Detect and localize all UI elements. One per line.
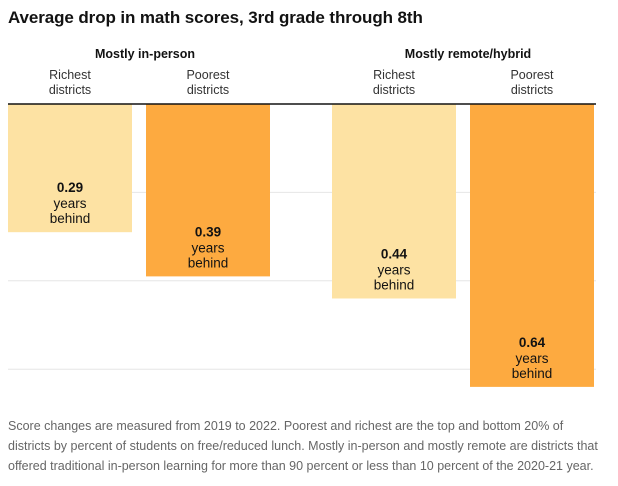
data-label-value-0-0: 0.29 [57, 180, 83, 195]
data-label-value-0-1: 0.39 [195, 224, 221, 239]
bar-0-0 [8, 104, 132, 233]
data-label-unit1-0-0: years [53, 196, 86, 211]
bar-chart: 0.29yearsbehind0.39yearsbehind0.44yearsb… [8, 103, 596, 387]
category-label-inperson-poorest: Poorest districts [186, 68, 230, 97]
bar-1-1 [470, 104, 594, 387]
category-label-remote-poorest: Poorest districts [510, 68, 554, 97]
group-label-in-person: Mostly in-person [94, 47, 195, 61]
data-label-unit2-0-1: behind [188, 255, 229, 270]
category-label-inperson-richest: Richest districts [48, 68, 92, 97]
data-label-unit1-1-1: years [515, 351, 548, 366]
data-label-unit2-1-1: behind [512, 366, 553, 381]
data-label-unit2-0-0: behind [50, 211, 91, 226]
bar-0-1 [146, 104, 270, 277]
bar-1-0 [332, 104, 456, 299]
chart-title: Average drop in math scores, 3rd grade t… [8, 8, 423, 27]
data-label-unit2-1-0: behind [374, 277, 415, 292]
data-label-value-1-1: 0.64 [519, 335, 546, 350]
category-label-remote-richest: Richest districts [372, 68, 416, 97]
data-label-unit1-0-1: years [191, 240, 224, 255]
group-label-remote: Mostly remote/hybrid [404, 47, 532, 61]
data-label-value-1-0: 0.44 [381, 246, 408, 261]
data-label-unit1-1-0: years [377, 262, 410, 277]
footnote: Score changes are measured from 2019 to … [8, 419, 598, 473]
